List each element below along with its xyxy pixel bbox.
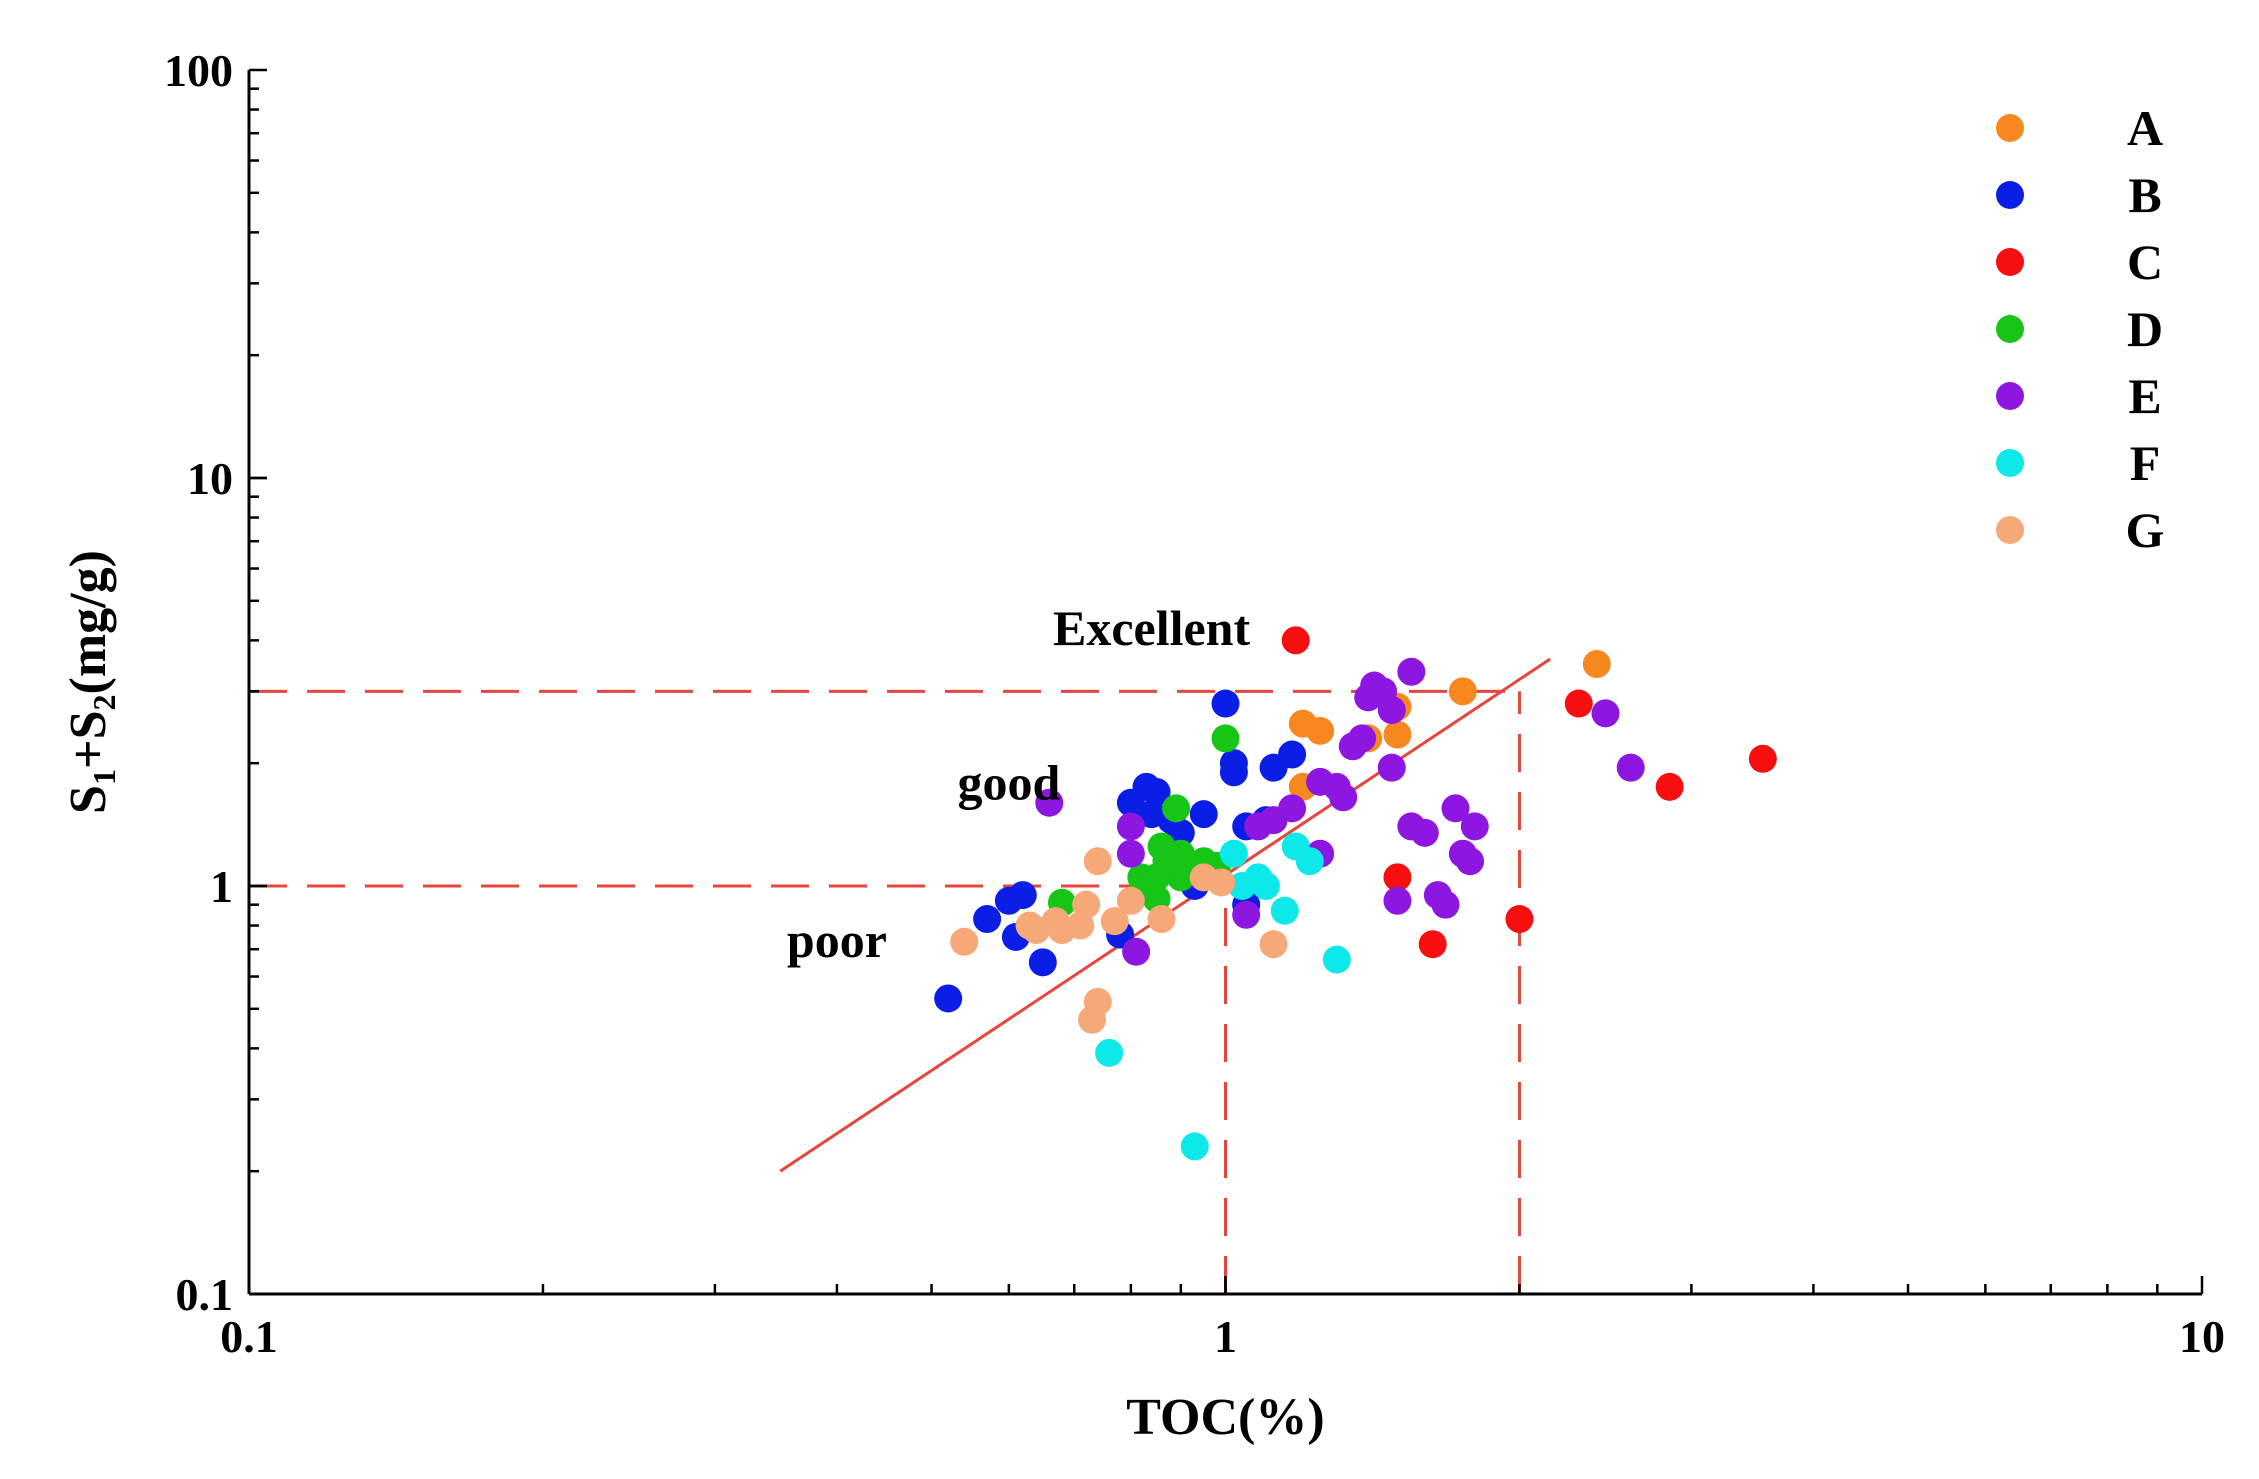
x-ticks: 0.1 1 10 <box>220 1276 2225 1362</box>
annotation-good: good <box>957 754 1060 810</box>
point-f <box>1095 1038 1124 1067</box>
point-b <box>973 905 1002 934</box>
y-label-tail: (mg/g) <box>60 550 117 694</box>
y-axis-label: S1+S2(mg/g) <box>60 550 122 814</box>
point-f <box>1180 1132 1209 1161</box>
legend-label-a: A <box>2127 100 2163 156</box>
legend-marker-a <box>1996 114 2024 142</box>
point-g <box>1116 886 1145 915</box>
point-f <box>1219 839 1248 868</box>
point-b <box>1028 948 1057 977</box>
point-f <box>1251 872 1280 900</box>
legend-label-g: G <box>2126 502 2165 558</box>
legend-label-d: D <box>2127 301 2163 357</box>
point-f <box>1270 896 1299 925</box>
legend-label-c: C <box>2127 234 2163 290</box>
point-a <box>1582 650 1611 679</box>
data-points <box>934 626 1777 1161</box>
y-label-sub1: 1 <box>86 769 122 785</box>
point-c <box>1655 772 1684 801</box>
annotations: Excellent good poor <box>787 600 1251 968</box>
point-c <box>1281 626 1310 655</box>
y-tick-label: 10 <box>187 453 233 504</box>
point-e <box>1410 818 1439 847</box>
point-f <box>1322 945 1351 974</box>
point-e <box>1278 794 1307 823</box>
point-c <box>1383 863 1412 892</box>
y-tick-label: 0.1 <box>176 1269 234 1320</box>
legend-marker-f <box>1996 449 2024 477</box>
legend-label-e: E <box>2128 368 2161 424</box>
x-tick-label: 0.1 <box>220 1311 278 1362</box>
legend-marker-c <box>1996 248 2024 276</box>
point-e <box>1116 812 1145 841</box>
point-e <box>1616 753 1645 782</box>
point-b <box>1211 689 1240 718</box>
point-a <box>1306 716 1335 745</box>
point-b <box>1008 881 1037 910</box>
point-b <box>1142 777 1171 806</box>
legend-marker-g <box>1996 516 2024 544</box>
point-g <box>1100 907 1129 936</box>
point-g <box>1259 930 1288 959</box>
point-e <box>1116 839 1145 868</box>
point-e <box>1377 696 1406 725</box>
y-ticks: 0.1 1 10 100 <box>164 45 267 1320</box>
axes: 0.1 1 10 0.1 1 10 100 <box>164 45 2225 1362</box>
point-g <box>950 927 979 956</box>
y-tick-label: 1 <box>210 861 233 912</box>
point-e <box>1441 794 1470 823</box>
point-e <box>1383 886 1412 915</box>
point-g <box>1072 890 1101 919</box>
x-tick-label: 10 <box>2179 1311 2225 1362</box>
y-label-mid: +S <box>60 710 117 769</box>
point-e <box>1431 890 1460 919</box>
point-e <box>1348 724 1377 753</box>
point-b <box>1219 758 1248 787</box>
x-axis-label: TOC(%) <box>1126 1389 1324 1446</box>
point-e <box>1397 657 1426 686</box>
point-b <box>934 984 963 1013</box>
legend-label-b: B <box>2128 167 2161 223</box>
point-g <box>1083 987 1112 1016</box>
point-e <box>1035 788 1064 817</box>
legend-label-f: F <box>2130 435 2161 491</box>
point-e <box>1591 699 1620 728</box>
point-c <box>1418 930 1447 959</box>
point-e <box>1377 753 1406 782</box>
point-a <box>1448 677 1477 706</box>
point-d <box>1162 794 1191 823</box>
point-e <box>1329 783 1358 812</box>
annotation-excellent: Excellent <box>1053 600 1251 656</box>
y-tick-label: 100 <box>164 45 233 96</box>
point-c <box>1505 905 1534 934</box>
legend-marker-e <box>1996 382 2024 410</box>
point-g <box>1147 905 1176 934</box>
point-b <box>1189 800 1218 829</box>
point-g <box>1189 863 1218 892</box>
point-g <box>1083 847 1112 876</box>
point-d <box>1211 724 1240 753</box>
point-c <box>1748 744 1777 773</box>
annotation-poor: poor <box>787 912 887 968</box>
point-f <box>1295 847 1324 876</box>
legend-marker-b <box>1996 181 2024 209</box>
legend-marker-d <box>1996 315 2024 343</box>
point-e <box>1456 847 1485 876</box>
point-c <box>1564 689 1593 718</box>
y-label-sub2: 2 <box>86 694 122 710</box>
point-e <box>1122 937 1151 966</box>
x-tick-label: 1 <box>1214 1311 1237 1362</box>
point-b <box>1278 740 1307 769</box>
point-a <box>1383 720 1412 749</box>
point-e <box>1232 900 1261 929</box>
point-d <box>1142 863 1171 892</box>
point-e <box>1460 812 1489 841</box>
y-label-base: S <box>60 785 117 814</box>
